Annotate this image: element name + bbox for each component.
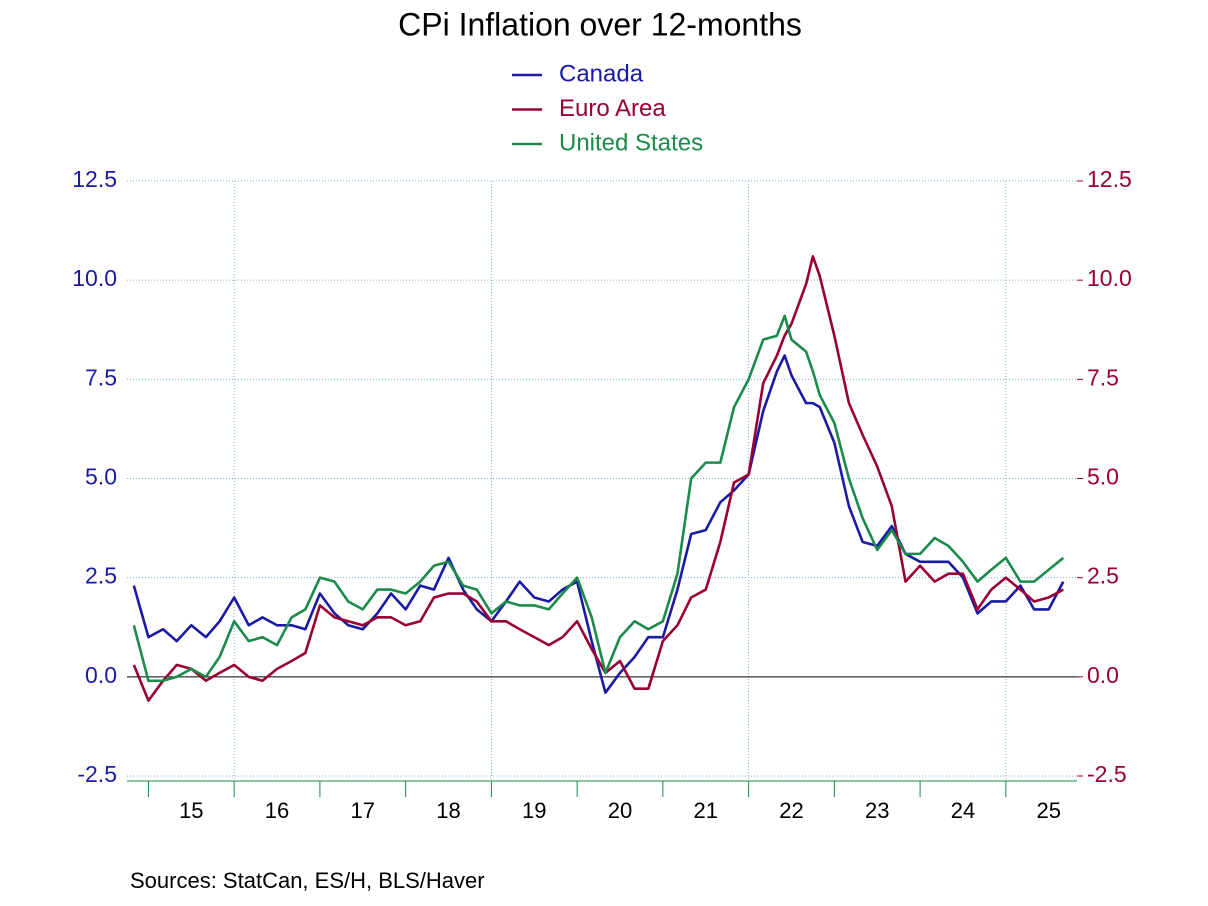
- chart-title: CPi Inflation over 12-months: [398, 6, 802, 42]
- y2-tick-label: 0.0: [1087, 662, 1119, 688]
- y-tick-label: 5.0: [85, 464, 117, 490]
- y-tick-label: 7.5: [85, 364, 117, 390]
- x-tick-label: 24: [951, 798, 975, 823]
- y2-tick-label: 10.0: [1087, 265, 1132, 291]
- y-tick-label: 2.5: [85, 563, 117, 589]
- x-tick-label: 16: [265, 798, 289, 823]
- x-tick-label: 21: [694, 798, 718, 823]
- source-note: Sources: StatCan, ES/H, BLS/Haver: [130, 868, 485, 893]
- y-tick-label: 12.5: [72, 166, 117, 192]
- series-line: [132, 314, 1065, 683]
- y-tick-label: 0.0: [85, 662, 117, 688]
- x-tick-label: 15: [179, 798, 203, 823]
- x-tick-label: 22: [779, 798, 803, 823]
- y-tick-label: 10.0: [72, 265, 117, 291]
- legend-label: Canada: [559, 60, 644, 87]
- x-tick-label: 20: [608, 798, 632, 823]
- x-tick-label: 18: [436, 798, 460, 823]
- y2-tick-label: 2.5: [1087, 563, 1119, 589]
- legend-label: United States: [559, 129, 703, 156]
- y-tick-label: -2.5: [77, 761, 117, 787]
- y2-tick-label: 7.5: [1087, 364, 1119, 390]
- x-tick-label: 17: [351, 798, 375, 823]
- legend-label: Euro Area: [559, 95, 666, 122]
- y2-tick-label: -2.5: [1087, 761, 1127, 787]
- x-tick-label: 25: [1036, 798, 1060, 823]
- y2-tick-label: 5.0: [1087, 464, 1119, 490]
- x-tick-label: 23: [865, 798, 889, 823]
- y2-tick-label: 12.5: [1087, 166, 1132, 192]
- series-line: [132, 255, 1064, 702]
- x-tick-label: 19: [522, 798, 546, 823]
